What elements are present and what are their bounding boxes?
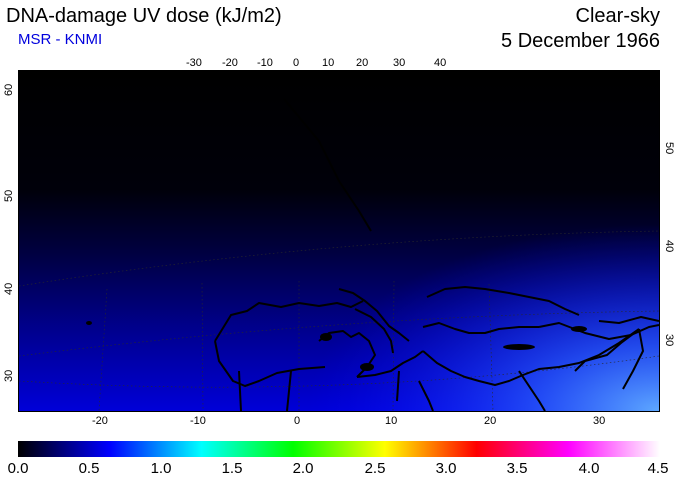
top-lon-label: 40 xyxy=(434,57,447,69)
color-scale-fill xyxy=(18,441,660,457)
right-lat-label: 30 xyxy=(663,334,675,347)
colorbar-tick-label: 2.0 xyxy=(292,460,314,477)
sky-condition: Clear-sky xyxy=(575,5,660,27)
top-lon-label: 0 xyxy=(293,57,300,69)
dose-field-highlight xyxy=(19,71,659,411)
bottom-lon-label: 20 xyxy=(484,415,497,427)
bottom-lon-label: 30 xyxy=(593,415,606,427)
right-lat-label: 50 xyxy=(663,142,675,155)
colorbar-tick-label: 1.0 xyxy=(150,460,172,477)
map-canvas xyxy=(19,71,659,411)
graticule xyxy=(19,230,659,411)
uv-dose-map xyxy=(18,70,660,412)
map-title: DNA-damage UV dose (kJ/m2) xyxy=(6,5,282,27)
colorbar-tick-label: 4.0 xyxy=(578,460,600,477)
left-lat-label: 60 xyxy=(3,83,15,96)
top-lon-label: 20 xyxy=(356,57,369,69)
islands xyxy=(86,321,587,371)
colorbar-tick-label: 1.5 xyxy=(221,460,243,477)
left-lat-label: 30 xyxy=(3,369,15,382)
left-lat-label: 40 xyxy=(3,282,15,295)
colorbar-tick-label: 4.5 xyxy=(647,460,669,477)
colorbar-tick-label: 0.0 xyxy=(7,460,29,477)
bottom-lon-label: -20 xyxy=(92,415,108,427)
colorbar-tick-label: 0.5 xyxy=(78,460,100,477)
colorbar-tick-label: 2.5 xyxy=(364,460,386,477)
right-lat-label: 40 xyxy=(663,240,675,253)
color-scale-bar xyxy=(18,441,660,457)
bottom-lon-label: 0 xyxy=(294,415,301,427)
left-lat-label: 50 xyxy=(3,189,15,202)
top-lon-label: -10 xyxy=(257,57,273,69)
top-lon-label: -20 xyxy=(222,57,238,69)
bottom-lon-label: -10 xyxy=(190,415,206,427)
colorbar-tick-label: 3.0 xyxy=(435,460,457,477)
top-lon-label: -30 xyxy=(186,57,202,69)
coastlines xyxy=(214,98,659,411)
top-lon-label: 30 xyxy=(393,57,406,69)
bottom-lon-label: 10 xyxy=(385,415,398,427)
top-lon-label: 10 xyxy=(322,57,335,69)
source-label: MSR - KNMI xyxy=(18,31,103,48)
map-date: 5 December 1966 xyxy=(501,30,660,52)
colorbar-tick-label: 3.5 xyxy=(506,460,528,477)
